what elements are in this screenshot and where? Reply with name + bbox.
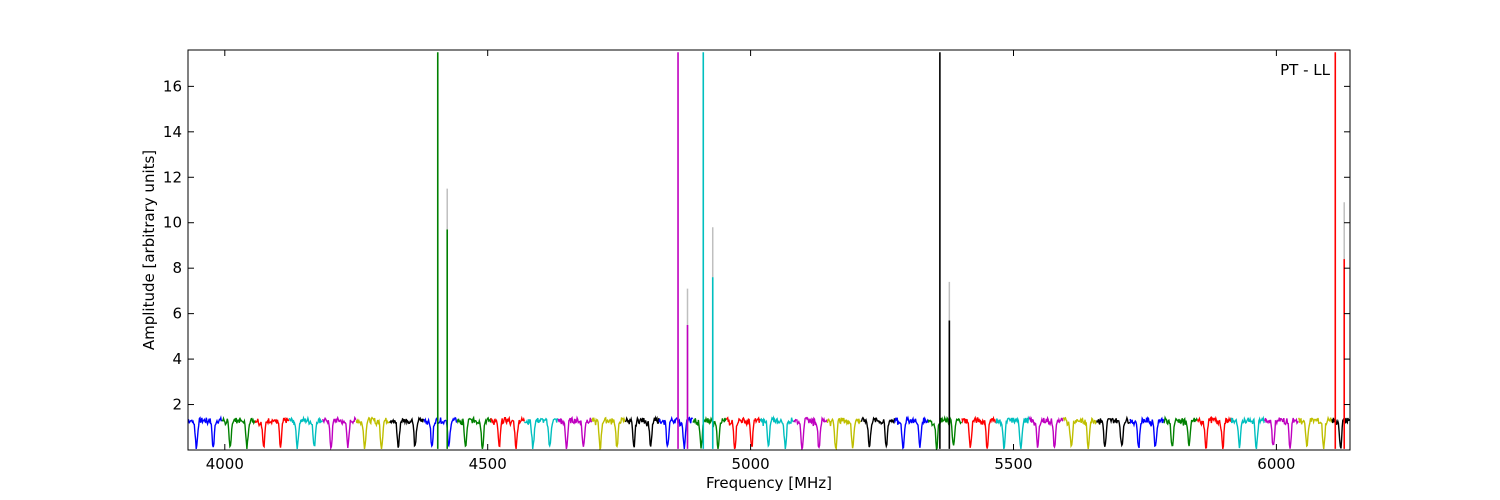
y-tick-label: 4 xyxy=(172,350,182,368)
baseline-segment xyxy=(1163,415,1198,447)
baseline-segment xyxy=(1062,416,1097,449)
baseline-segment xyxy=(1028,415,1064,449)
x-tick-label: 5500 xyxy=(994,455,1032,473)
x-axis-ticks: 4000 4500 5000 5500 6000 xyxy=(206,50,1295,473)
baseline-segment xyxy=(591,416,626,450)
baseline-segment xyxy=(692,415,727,450)
baseline-segment xyxy=(1264,417,1299,449)
baseline-segment xyxy=(894,415,929,450)
x-axis-label: Frequency [MHz] xyxy=(706,474,832,492)
baseline-segment xyxy=(355,416,391,450)
baseline-segment xyxy=(456,415,492,450)
baseline-segment xyxy=(826,417,862,450)
baseline-segment xyxy=(1095,415,1131,448)
baseline-segment xyxy=(1196,415,1232,450)
y-tick-label: 6 xyxy=(172,305,182,323)
plot-traces xyxy=(188,52,1350,450)
baseline-segment xyxy=(759,415,795,449)
x-tick-label: 4000 xyxy=(206,455,244,473)
baseline-segment xyxy=(624,415,660,448)
chart-annotation: PT - LL xyxy=(1280,61,1331,79)
baseline-segment xyxy=(1129,416,1165,449)
y-tick-label: 10 xyxy=(163,214,182,232)
baseline-segment xyxy=(490,415,525,450)
baseline-segment xyxy=(389,416,424,448)
plot-frame xyxy=(187,49,1351,451)
baseline-segment xyxy=(793,416,828,450)
baseline-segment xyxy=(288,415,323,449)
y-tick-label: 8 xyxy=(172,259,182,277)
baseline-segment xyxy=(254,416,290,449)
y-axis-ticks: 2 4 6 8 10 12 14 16 xyxy=(163,77,1350,414)
baseline-segment xyxy=(995,415,1030,450)
baseline-segment xyxy=(1230,415,1266,450)
baseline-segment xyxy=(523,417,559,449)
y-tick-label: 14 xyxy=(163,123,182,141)
baseline-segment xyxy=(1297,415,1333,449)
baseline-segment xyxy=(423,416,458,448)
x-tick-label: 4500 xyxy=(469,455,507,473)
baseline-segment xyxy=(321,415,357,450)
baseline-segment xyxy=(725,416,761,450)
baseline-segment xyxy=(927,415,962,450)
baseline-segment xyxy=(188,415,223,450)
y-tick-label: 2 xyxy=(172,396,182,414)
x-tick-label: 6000 xyxy=(1257,455,1295,473)
baseline-segment xyxy=(961,415,997,449)
y-tick-label: 12 xyxy=(163,168,182,186)
y-axis-label: Amplitude [arbitrary units] xyxy=(140,150,158,350)
y-tick-label: 16 xyxy=(163,77,182,95)
x-tick-label: 5000 xyxy=(732,455,770,473)
baseline-segment xyxy=(860,416,896,449)
baseline-segment xyxy=(557,415,593,450)
baseline-segment xyxy=(221,415,256,449)
